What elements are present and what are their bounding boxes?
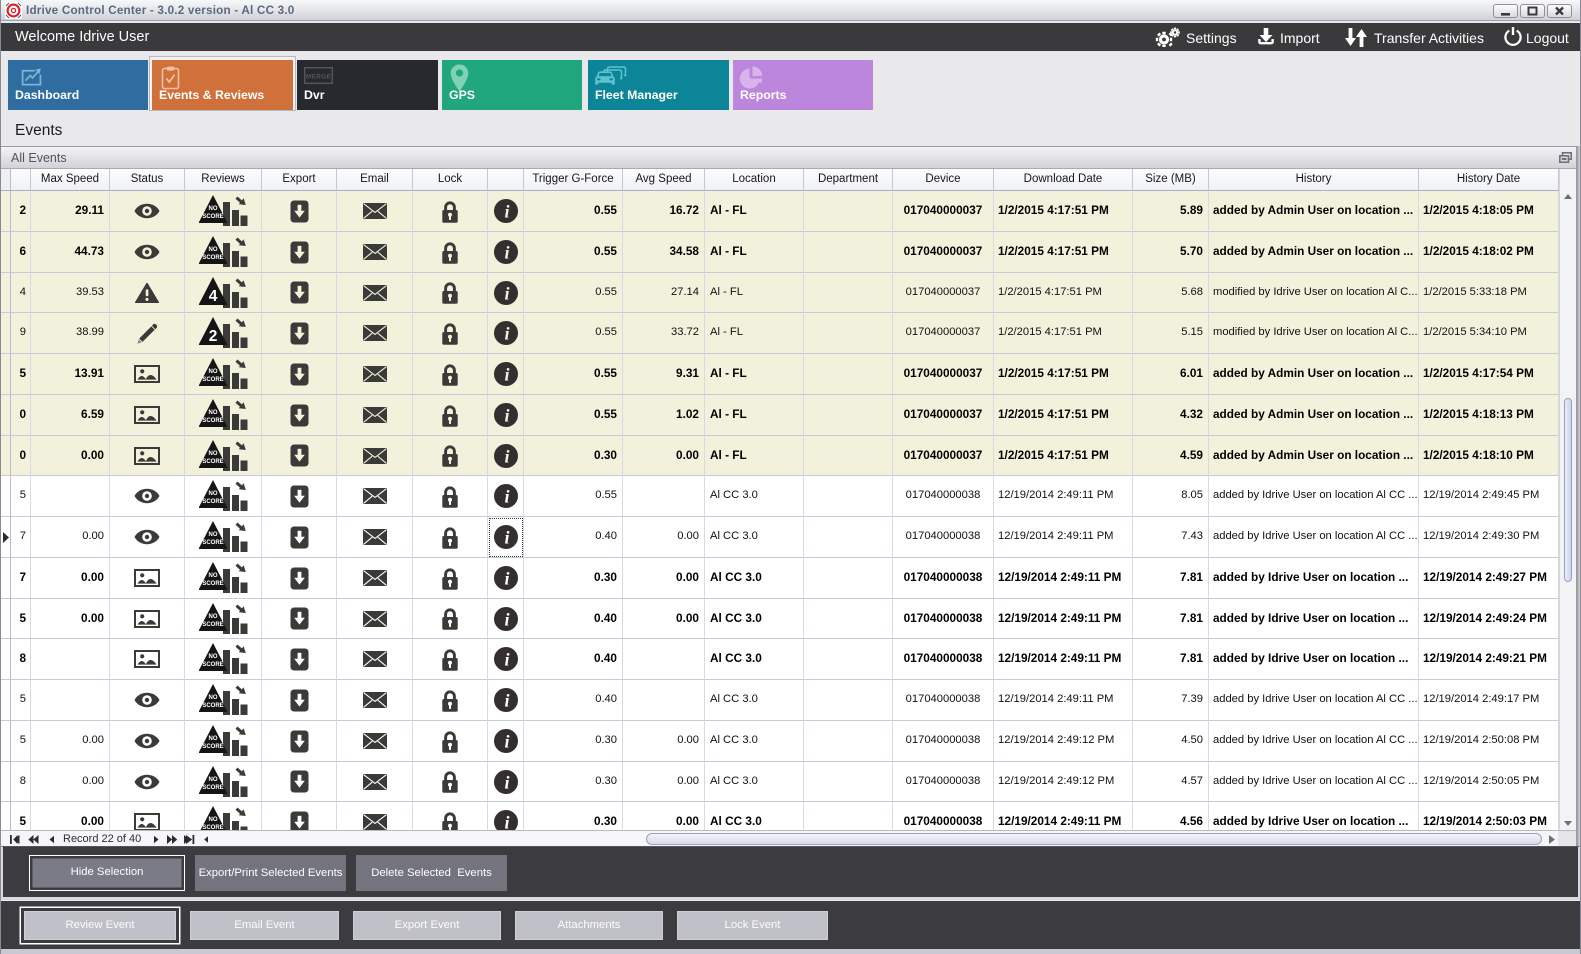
svg-text:MERGE: MERGE xyxy=(306,74,332,81)
